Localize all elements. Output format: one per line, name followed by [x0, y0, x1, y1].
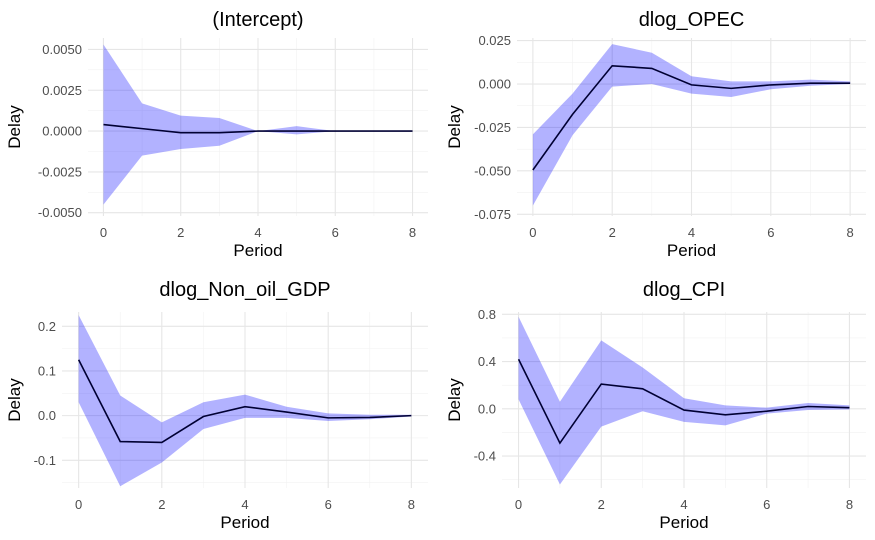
confidence-band — [78, 315, 412, 487]
x-tick-label: 2 — [598, 497, 605, 512]
panel-title: dlog_OPEC — [639, 9, 745, 31]
panel-title: dlog_CPI — [643, 279, 725, 301]
x-tick-label: 4 — [241, 497, 248, 512]
x-axis-title: Period — [659, 513, 708, 532]
y-tick-label: -0.1 — [34, 453, 56, 468]
response-line — [77, 359, 412, 444]
panel-2: 0 2 4 6 8 -0.075 -0.050 -0.025 0.000 0.025 dlog_OP… — [445, 9, 866, 260]
x-tick-label: 6 — [325, 497, 332, 512]
y-tick-label: -0.075 — [474, 207, 511, 222]
response-line — [517, 358, 850, 445]
y-tick-label: 0.0050 — [42, 42, 82, 57]
confidence-band — [103, 44, 413, 205]
y-tick-label: -0.025 — [474, 120, 511, 135]
x-tick-label: 6 — [332, 225, 339, 240]
x-tick-label: 2 — [158, 497, 165, 512]
panel-3: 0 2 4 6 8 -0.1 0.0 0.1 0.2 dlog_Non_oil_GDP Period… — [5, 279, 428, 532]
y-axis-title: Delay — [445, 378, 464, 422]
y-tick-label: 0.1 — [38, 363, 56, 378]
response-line — [103, 123, 413, 134]
x-tick-label: 8 — [847, 225, 854, 240]
confidence-band — [518, 316, 850, 485]
x-tick-label: 0 — [75, 497, 82, 512]
x-tick-label: 8 — [846, 497, 853, 512]
response-line — [532, 64, 851, 171]
y-tick-label: 0.0025 — [42, 83, 82, 98]
y-axis-title: Delay — [5, 105, 24, 149]
x-tick-label: 6 — [763, 497, 770, 512]
x-axis-title: Period — [220, 513, 269, 532]
y-tick-label: 0.000 — [478, 77, 511, 92]
x-tick-label: 0 — [100, 225, 107, 240]
y-tick-label: 0.0 — [478, 401, 496, 416]
y-tick-label: 0.2 — [38, 319, 56, 334]
y-tick-label: -0.050 — [474, 163, 511, 178]
x-tick-label: 4 — [688, 225, 695, 240]
y-tick-label: -0.0050 — [38, 205, 82, 220]
y-axis-title: Delay — [5, 378, 24, 422]
x-tick-label: 2 — [177, 225, 184, 240]
x-tick-label: 4 — [680, 497, 687, 512]
x-tick-label: 6 — [767, 225, 774, 240]
x-axis-title: Period — [233, 241, 282, 260]
y-axis-title: Delay — [445, 105, 464, 149]
y-tick-label: 0.025 — [478, 33, 511, 48]
y-tick-label: 0.0 — [38, 408, 56, 423]
y-tick-label: -0.4 — [474, 449, 496, 464]
panel-title: dlog_Non_oil_GDP — [159, 279, 330, 301]
x-tick-label: 8 — [409, 225, 416, 240]
panel-1: 0 2 4 6 8 -0.0050 -0.0025 0.0000 0.0025 0.0050 (In… — [5, 9, 428, 260]
y-tick-label: -0.0025 — [38, 164, 82, 179]
x-tick-label: 0 — [515, 497, 522, 512]
panel-4: 0 2 4 6 8 -0.4 0.0 0.4 0.8 dlog_CPI Period Delay — [445, 279, 866, 532]
x-axis-title: Period — [667, 241, 716, 260]
y-tick-label: 0.8 — [478, 307, 496, 322]
x-tick-label: 4 — [254, 225, 261, 240]
x-tick-label: 2 — [609, 225, 616, 240]
x-tick-label: 8 — [408, 497, 415, 512]
y-tick-label: 0.0000 — [42, 124, 82, 139]
x-tick-label: 0 — [529, 225, 536, 240]
panel-title: (Intercept) — [212, 9, 303, 31]
y-tick-label: 0.4 — [478, 354, 496, 369]
